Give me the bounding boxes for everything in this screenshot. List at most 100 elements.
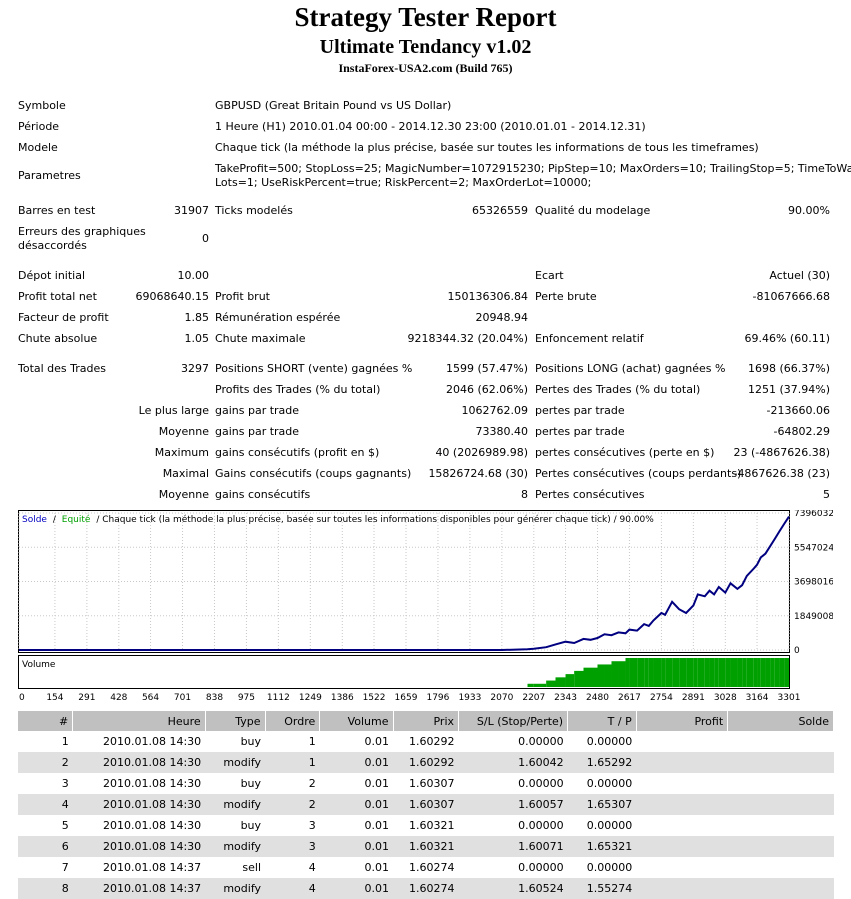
- table-cell: 2010.01.08 14:30: [72, 836, 206, 857]
- max-drawdown-value: 9218344.32 (20.04%): [407, 332, 528, 345]
- largest-label: Le plus large: [138, 404, 209, 417]
- max-drawdown-label: Chute maximale: [215, 332, 306, 345]
- y-tick-label: 55470241: [794, 543, 833, 553]
- table-cell: 1: [308, 735, 316, 748]
- table-cell: [728, 773, 834, 794]
- table-cell: 2010.01.08 14:37: [72, 878, 206, 899]
- maximum-label: Maximum: [154, 446, 209, 459]
- table-cell: [636, 857, 727, 878]
- x-tick-label: 3164: [746, 693, 769, 703]
- table-cell: buy: [240, 819, 262, 832]
- params-value-line2: Lots=1; UseRiskPercent=true; RiskPercent…: [215, 176, 592, 189]
- deposit-label: Dépot initial: [18, 269, 86, 282]
- server-build: InstaForex-USA2.com (Build 765): [338, 61, 513, 75]
- report-subtitle: Ultimate Tendancy v1.02: [319, 36, 532, 58]
- model-label: Modele: [18, 141, 58, 154]
- table-row: 1 2010.01.08 14:30 buy 1 0.01 1.60292 0.00000 0…: [18, 731, 834, 752]
- max-consecutive-losses-label: pertes consécutives (perte en $): [535, 446, 715, 459]
- volume-bar: [753, 658, 758, 687]
- volume-bar: [730, 658, 738, 687]
- volume-bar: [746, 658, 754, 687]
- volume-bar: [714, 658, 719, 687]
- table-cell: [727, 752, 834, 773]
- volume-bar: [604, 664, 612, 687]
- net-profit-value: 69068640.15: [135, 290, 209, 303]
- volume-bar: [693, 658, 698, 687]
- volume-bar: [637, 658, 645, 687]
- quality-label: Qualité du modelage: [535, 204, 651, 217]
- total-trades-label: Total des Trades: [18, 362, 107, 375]
- table-cell: 0.01: [364, 861, 390, 874]
- short-positions-label: Positions SHORT (vente) gagnées %: [215, 362, 413, 375]
- x-tick-label: 2070: [490, 693, 513, 703]
- table-cell: 4: [18, 794, 73, 815]
- table-cell: 5: [61, 819, 69, 832]
- x-tick-label: 1659: [395, 693, 418, 703]
- table-row: 7 2010.01.08 14:37 sell 4 0.01 1.60274 0.00000…: [18, 857, 834, 878]
- maximal-wins-label: Gains consécutifs (coups gagnants): [215, 467, 412, 480]
- table-cell: 1.65292: [567, 752, 637, 773]
- table-cell: 1: [61, 735, 69, 748]
- table-cell: 0.00000: [586, 735, 633, 748]
- table-cell: 0.01: [319, 752, 393, 773]
- table-cell: 2010.01.08 14:30: [102, 819, 202, 832]
- volume-bar: [765, 658, 771, 687]
- volume-bar: [784, 658, 789, 687]
- x-tick-label: 1249: [299, 693, 322, 703]
- table-cell: 1.55274: [567, 878, 637, 899]
- max-consecutive-losses-value: 23 (-4867626.38): [733, 446, 830, 459]
- average-profit-label: gains par trade: [215, 425, 300, 438]
- table-cell: [727, 794, 834, 815]
- errors-label-line1: Erreurs des graphiques: [18, 225, 146, 238]
- table-cell: 0.00000: [518, 861, 564, 874]
- volume-bar: [546, 680, 556, 687]
- x-tick-label: 1933: [458, 693, 481, 703]
- bars-value: 31907: [174, 204, 209, 217]
- x-tick-label: 2617: [618, 693, 641, 703]
- table-cell: 0.00000: [586, 819, 633, 832]
- volume-bar: [737, 658, 743, 687]
- table-cell: 0.01: [364, 777, 390, 790]
- table-cell: 2010.01.08 14:30: [72, 794, 206, 815]
- volume-bar: [583, 667, 591, 687]
- errors-value: 0: [202, 232, 209, 245]
- gross-loss-value: -81067666.68: [752, 290, 830, 303]
- maximal-wins-value: 15826724.68 (30): [428, 467, 528, 480]
- column-header: Solde: [727, 711, 834, 731]
- max-consecutive-wins-label: gains consécutifs (profit en $): [215, 446, 380, 459]
- table-cell: buy: [240, 777, 262, 790]
- average-label: Moyenne: [158, 425, 209, 438]
- volume-bar: [760, 658, 766, 687]
- x-tick-label: 3028: [714, 693, 737, 703]
- table-cell: 1.60524: [458, 878, 568, 899]
- x-tick-label: 3301: [778, 693, 801, 703]
- x-tick-label: 428: [110, 693, 127, 703]
- volume-bar: [686, 658, 694, 687]
- legend-description: / Chaque tick (la méthode la plus précis…: [96, 514, 654, 525]
- model-value: Chaque tick (la méthode la plus précise,…: [215, 141, 759, 154]
- volume-bar: [574, 670, 584, 687]
- table-row: 2 2010.01.08 14:30 modify 1 0.01 1.60292 1.600…: [18, 752, 834, 773]
- table-cell: 1.60321: [409, 819, 455, 832]
- avg-consecutive-losses-value: 5: [823, 488, 830, 501]
- x-tick-label: 154: [46, 693, 63, 703]
- table-row: 8 2010.01.08 14:37 modify 4 0.01 1.60274 1.605…: [18, 878, 834, 899]
- table-cell: modify: [205, 752, 266, 773]
- profit-factor-value: 1.85: [184, 311, 210, 324]
- table-cell: 0.01: [319, 878, 393, 899]
- table-cell: 3: [265, 836, 320, 857]
- avg-consecutive-wins-value: 8: [521, 488, 528, 501]
- volume-bar: [644, 658, 649, 687]
- table-cell: [636, 815, 727, 836]
- x-tick-label: 2754: [650, 693, 673, 703]
- largest-loss-label: pertes par trade: [535, 404, 625, 417]
- gross-profit-label: Profit brut: [215, 290, 270, 303]
- table-cell: 2010.01.08 14:30: [102, 735, 202, 748]
- maximal-losses-label: Pertes consécutives (coups perdants): [535, 467, 742, 480]
- trades-header-row: # Heure Type Ordre Volume Prix S/L (Stop/Perte…: [18, 711, 834, 731]
- chart-legend: Solde / Equité / Chaque tick (la méthode…: [22, 514, 654, 525]
- avg-consecutive-losses-label: Pertes consécutives: [535, 488, 645, 501]
- column-header: Volume: [319, 711, 394, 731]
- short-positions-value: 1599 (57.47%): [445, 362, 528, 375]
- x-tick-label: 1112: [267, 693, 290, 703]
